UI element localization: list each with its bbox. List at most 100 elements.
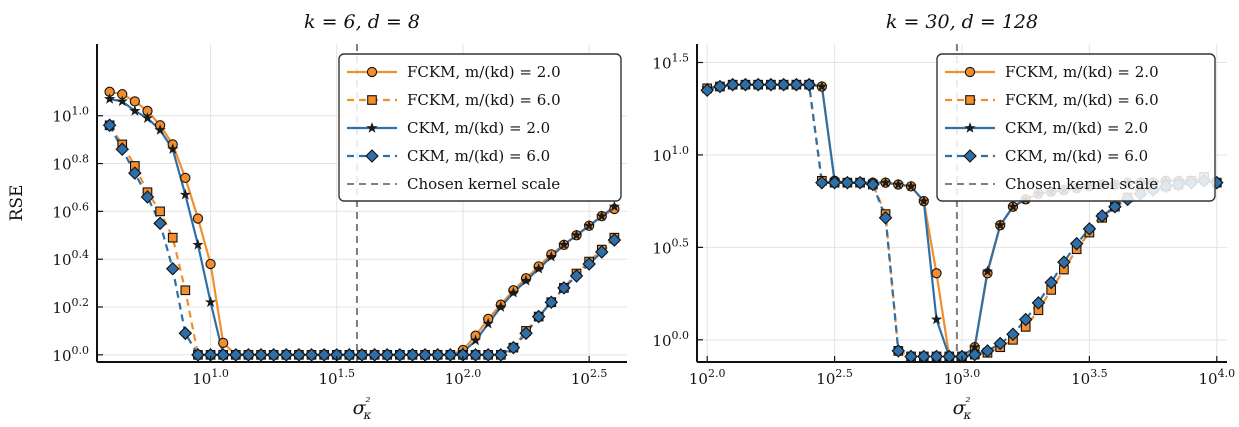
data-point	[816, 80, 828, 92]
data-point	[469, 334, 482, 346]
y-tick-label: 101.5	[652, 51, 689, 72]
data-point	[179, 188, 191, 200]
data-point	[776, 77, 791, 92]
y-tick-label: 100.0	[52, 344, 89, 365]
data-point	[751, 77, 765, 92]
data-point	[866, 177, 880, 192]
data-point	[583, 219, 595, 231]
data-point	[104, 93, 116, 104]
data-point	[279, 348, 294, 362]
data-point	[216, 348, 230, 362]
data-point	[180, 172, 191, 184]
y-tick-label: 100.4	[52, 248, 89, 269]
data-point	[204, 296, 217, 308]
legend-marker	[964, 66, 976, 78]
x-tick-label: 103.5	[1071, 367, 1108, 388]
data-point	[929, 349, 944, 362]
data-point	[917, 349, 931, 362]
y-tick-label: 100.8	[52, 153, 89, 174]
chart-title: k = 6, d = 8	[304, 11, 420, 33]
legend-entry: Chosen kernel scale	[407, 175, 560, 193]
x-tick-label: 102.0	[689, 367, 726, 388]
data-point	[942, 349, 957, 362]
y-tick-label: 101.0	[52, 105, 89, 126]
data-point	[430, 348, 445, 362]
legend-entry: CKM, m/(kd) = 2.0	[1005, 119, 1148, 137]
data-point	[815, 175, 829, 190]
legend-box	[338, 53, 622, 202]
legend-entry: Chosen kernel scale	[1005, 175, 1158, 193]
data-point	[482, 317, 494, 329]
data-point	[1108, 199, 1122, 214]
data-point	[128, 166, 142, 180]
data-point	[443, 348, 458, 362]
data-point	[317, 348, 331, 362]
legend-entry: FCKM, m/(kd) = 6.0	[1005, 91, 1159, 109]
legend-marker	[367, 95, 377, 105]
data-point	[116, 95, 128, 107]
data-point	[266, 348, 281, 362]
data-point	[700, 83, 714, 97]
data-point	[355, 348, 369, 362]
data-point	[495, 301, 507, 312]
data-point	[520, 274, 532, 286]
data-point	[725, 77, 740, 92]
data-point	[827, 175, 842, 190]
x-tick-label: 101.0	[192, 367, 229, 388]
legend-entry: FCKM, m/(kd) = 2.0	[1005, 63, 1159, 81]
data-point	[994, 219, 1006, 230]
data-point	[713, 79, 727, 94]
data-point	[967, 347, 982, 362]
data-point	[840, 175, 855, 190]
data-point	[1006, 327, 1020, 342]
data-point	[506, 340, 521, 355]
x-axis-label: σ² κ	[953, 395, 972, 422]
data-point	[892, 178, 904, 190]
data-point	[304, 348, 319, 362]
data-point	[738, 77, 753, 92]
data-point	[582, 257, 596, 271]
data-point	[192, 238, 204, 250]
data-point	[1095, 209, 1109, 223]
y-tick-label: 100.5	[652, 236, 689, 257]
data-point	[165, 261, 180, 276]
data-point	[608, 200, 620, 212]
chart-panel-right: 102.0 102.5 103.0 103.5 104.0 100.0 100.5 101.0…	[652, 11, 1235, 422]
legend-entry: FCKM, m/(kd) = 6.0	[407, 91, 561, 109]
data-point	[557, 281, 571, 295]
data-point	[140, 190, 155, 204]
legend-entry: FCKM, m/(kd) = 2.0	[407, 63, 561, 81]
data-point	[993, 336, 1007, 351]
data-point	[218, 337, 229, 349]
legend: FCKM, m/(kd) = 2.0 FCKM, m/(kd) = 6.0 CKM,…	[936, 53, 1216, 202]
data-point	[192, 213, 204, 224]
data-point	[878, 211, 893, 225]
y-tick-label: 101.0	[652, 144, 689, 165]
legend: FCKM, m/(kd) = 2.0 FCKM, m/(kd) = 6.0 CKM,…	[338, 53, 622, 202]
data-point	[980, 344, 995, 358]
y-tick-label: 100.6	[52, 200, 89, 221]
legend-marker	[963, 149, 977, 163]
data-point	[930, 313, 943, 325]
data-point	[380, 348, 395, 362]
x-tick-label: 103.0	[944, 367, 981, 388]
data-point	[191, 348, 205, 362]
data-point	[918, 195, 930, 206]
data-point	[545, 250, 557, 262]
data-point	[853, 175, 867, 190]
data-point	[558, 238, 570, 250]
legend-marker	[366, 122, 378, 133]
data-point	[167, 143, 179, 154]
data-point	[241, 348, 256, 362]
data-point	[607, 233, 622, 247]
data-point	[494, 348, 508, 362]
legend-entry: CKM, m/(kd) = 2.0	[407, 119, 550, 137]
data-point	[1018, 312, 1033, 327]
data-point	[1082, 222, 1097, 236]
data-point	[904, 349, 918, 362]
data-point	[393, 348, 407, 362]
data-point	[153, 216, 167, 231]
x-tick-label: 102.5	[816, 367, 853, 388]
legend-marker	[965, 95, 975, 105]
data-point	[481, 348, 495, 362]
